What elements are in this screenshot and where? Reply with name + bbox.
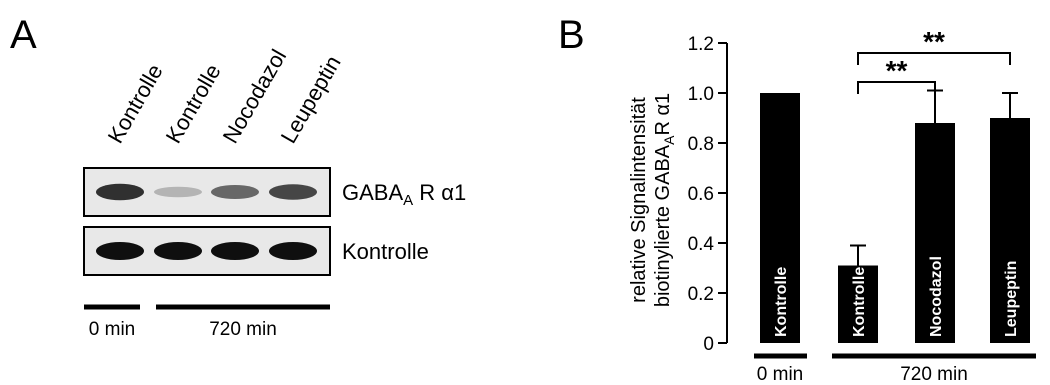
bar (760, 93, 800, 343)
panel-b-time-groups: 0 min 720 min (754, 353, 1036, 385)
bar-group: Leupeptin (990, 92, 1030, 343)
bar-label: Leupeptin (1003, 261, 1020, 337)
panel-b-letter: B (558, 13, 585, 57)
y-axis-title: relative Signalintensität biotinylierte … (628, 93, 677, 307)
blot-gaba (83, 167, 331, 217)
y-axis: 0 0.2 0.4 0.6 0.8 1.0 1.2 (688, 34, 728, 355)
blot-band (154, 242, 202, 260)
western-blots (83, 167, 331, 276)
significance-label: ** (886, 55, 908, 86)
lane-label: Kontrolle (161, 60, 226, 148)
panel-b: B relative Signalintensität biotinyliert… (558, 13, 1036, 385)
lane-label: Kontrolle (103, 60, 168, 148)
bar-label: Kontrolle (773, 267, 790, 337)
significance-brackets: ** ** (857, 26, 1011, 94)
blot-band (269, 184, 317, 200)
panel-a-letter: A (10, 13, 37, 57)
y-tick-label: 0.8 (688, 134, 714, 155)
bar-label: Kontrolle (851, 267, 868, 337)
significance-label: ** (923, 26, 945, 57)
bar (838, 265, 878, 343)
blot-band (96, 183, 144, 201)
y-tick-label: 0 (703, 334, 714, 355)
bar (915, 123, 955, 343)
bar-label: Nocodazol (928, 256, 945, 337)
blot-band (211, 242, 259, 260)
bar-group: Nocodazol (915, 89, 955, 343)
time-label-720min: 720 min (900, 364, 968, 385)
y-tick-label: 1.2 (688, 34, 714, 55)
time-label-720min: 720 min (209, 319, 277, 340)
blot-kontrolle (83, 226, 331, 276)
y-tick-label: 1.0 (688, 84, 714, 105)
bracket-line (857, 81, 936, 94)
bars: Kontrolle Kontrolle Nocodazol Leupeptin (760, 89, 1030, 343)
y-axis-title-line2: biotinylierte GABAAR α1 (652, 93, 677, 307)
y-tick-label: 0.4 (688, 234, 715, 255)
blot-band (211, 185, 259, 199)
y-axis-title-line1: relative Signalintensität (628, 97, 650, 303)
significance-bracket: ** (857, 26, 1011, 65)
blot-band (154, 186, 202, 198)
y-tick-label: 0.6 (688, 184, 714, 205)
panel-a-time-groups: 0 min 720 min (84, 304, 330, 340)
blot-label: Kontrolle (342, 239, 429, 264)
blot-label: GABAA R α1 (342, 180, 466, 209)
blot-band (269, 242, 317, 260)
bar-group: Kontrolle (760, 93, 800, 343)
bracket-line (857, 52, 1011, 65)
time-label-0min: 0 min (89, 319, 135, 340)
time-label-0min: 0 min (757, 364, 803, 385)
bar (990, 118, 1030, 343)
significance-bracket: ** (857, 55, 936, 94)
bar-group: Kontrolle (838, 244, 878, 343)
blot-band (96, 242, 144, 260)
y-tick-label: 0.2 (688, 284, 714, 305)
blot-labels: GABAA R α1 Kontrolle (342, 180, 466, 264)
